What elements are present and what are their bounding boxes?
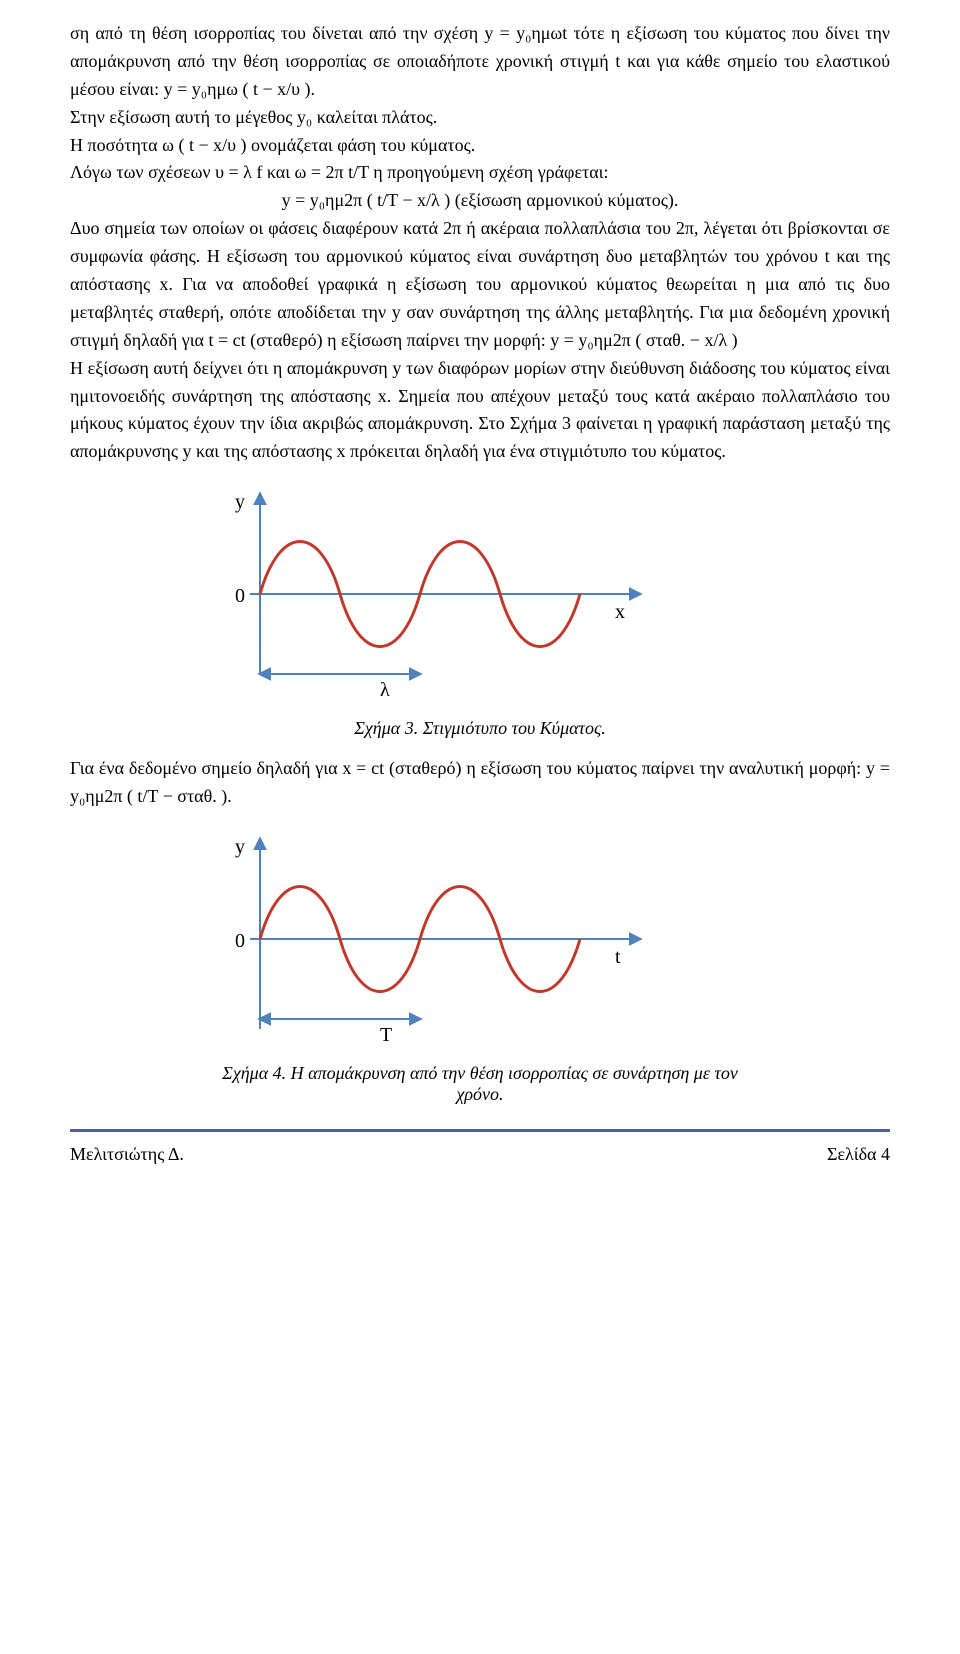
figure-4-x-label: t (615, 946, 621, 968)
paragraph-2: Στην εξίσωση αυτή το μέγεθος y₀ καλείται… (70, 104, 890, 132)
footer-rule (70, 1129, 890, 1132)
paragraph-7: Η εξίσωση αυτή δείχνει ότι η απομάκρυνση… (70, 355, 890, 467)
paragraph-3: Η ποσότητα ω ( t − x/υ ) ονομάζεται φάση… (70, 132, 890, 160)
figure-3-y-label: y (235, 491, 245, 513)
figure-3-svg: y 0 x λ (200, 484, 680, 714)
footer-page-number: Σελίδα 4 (827, 1144, 890, 1165)
figure-4-period-label: T (380, 1024, 392, 1046)
equation-harmonic-wave: y = y₀ημ2π ( t/T − x/λ ) (εξίσωση αρμονι… (70, 187, 890, 215)
figure-3-origin-label: 0 (235, 585, 245, 607)
figure-4-caption: Σχήμα 4. Η απομάκρυνση από την θέση ισορ… (220, 1063, 740, 1105)
figure-4-svg: y 0 t T (200, 829, 680, 1059)
paragraph-1: ση από τη θέση ισορροπίας του δίνεται απ… (70, 20, 890, 104)
figure-4: y 0 t T Σχήμα 4. Η απομάκρυνση από την θ… (70, 829, 890, 1105)
footer-author: Μελιτσιώτης Δ. (70, 1144, 184, 1165)
figure-3: y 0 x λ Σχήμα 3. Στιγμιότυπο του Κύματος… (70, 484, 890, 739)
page-footer: Μελιτσιώτης Δ. Σελίδα 4 (70, 1140, 890, 1177)
figure-3-caption: Σχήμα 3. Στιγμιότυπο του Κύματος. (70, 718, 890, 739)
figure-4-y-label: y (235, 836, 245, 858)
figure-3-period-label: λ (380, 679, 390, 701)
paragraph-4: Λόγω των σχέσεων υ = λ f και ω = 2π t/T … (70, 159, 890, 187)
figure-4-origin-label: 0 (235, 930, 245, 952)
paragraph-6: Δυο σημεία των οποίων οι φάσεις διαφέρου… (70, 215, 890, 354)
figure-3-x-label: x (615, 601, 625, 623)
paragraph-8: Για ένα δεδομένο σημείο δηλαδή για x = c… (70, 755, 890, 811)
